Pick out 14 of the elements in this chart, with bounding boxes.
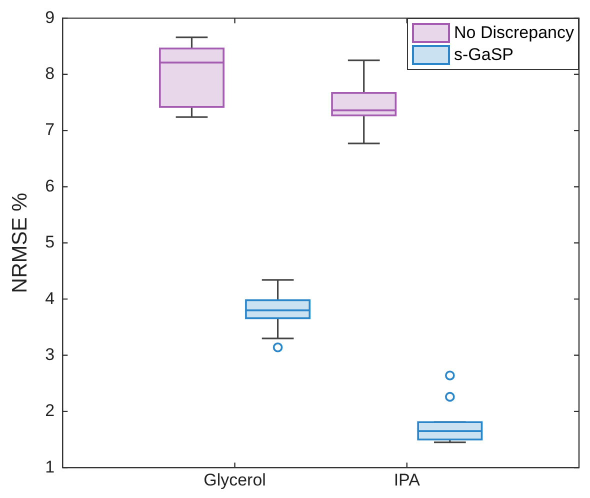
x-tick-label: Glycerol	[204, 470, 266, 490]
y-tick-label: 5	[45, 232, 55, 252]
y-tick-label: 8	[45, 64, 55, 84]
y-tick-label: 7	[45, 120, 55, 140]
legend-label: No Discrepancy	[454, 23, 574, 44]
y-tick-label: 4	[45, 288, 55, 308]
legend-label: s-GaSP	[454, 45, 514, 66]
y-tick-label: 3	[45, 344, 55, 364]
y-axis-title: NRMSE %	[8, 192, 32, 294]
y-tick-label: 1	[45, 457, 55, 476]
y-tick-label: 6	[45, 176, 55, 196]
y-tick-label: 9	[45, 8, 55, 27]
x-tick-label: IPA	[394, 470, 421, 490]
y-tick-label: 2	[45, 401, 55, 420]
